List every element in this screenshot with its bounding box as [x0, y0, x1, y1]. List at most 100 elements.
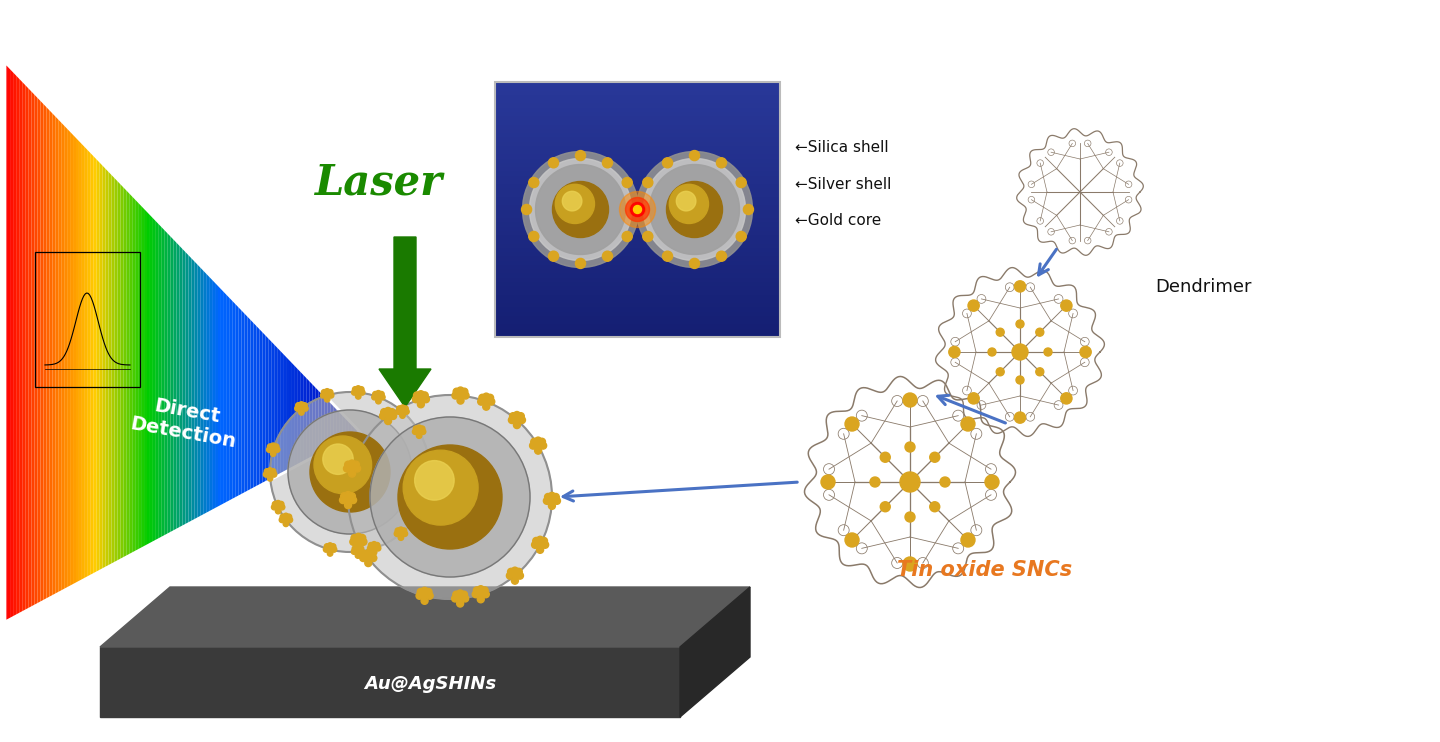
- Circle shape: [462, 392, 469, 399]
- Circle shape: [415, 461, 454, 500]
- Circle shape: [456, 397, 464, 404]
- Circle shape: [399, 535, 403, 540]
- Bar: [35, 252, 140, 387]
- Circle shape: [284, 521, 288, 527]
- Circle shape: [540, 537, 547, 545]
- Polygon shape: [183, 247, 186, 527]
- Polygon shape: [248, 315, 251, 492]
- Circle shape: [530, 442, 537, 449]
- Circle shape: [462, 595, 468, 602]
- Circle shape: [281, 514, 285, 519]
- Polygon shape: [295, 364, 298, 467]
- Circle shape: [344, 465, 350, 472]
- Polygon shape: [141, 204, 144, 549]
- Polygon shape: [357, 429, 360, 433]
- Circle shape: [481, 587, 488, 594]
- Circle shape: [629, 205, 639, 214]
- Circle shape: [511, 567, 518, 574]
- Polygon shape: [49, 108, 52, 598]
- Polygon shape: [276, 346, 281, 476]
- Circle shape: [514, 412, 520, 418]
- Circle shape: [543, 497, 550, 505]
- Circle shape: [400, 405, 405, 410]
- Polygon shape: [58, 117, 62, 594]
- Circle shape: [1012, 344, 1028, 360]
- Polygon shape: [17, 74, 20, 616]
- Polygon shape: [65, 124, 68, 591]
- Circle shape: [821, 475, 835, 489]
- Bar: [495, 99, 780, 103]
- Polygon shape: [203, 269, 206, 516]
- Circle shape: [845, 533, 860, 547]
- Bar: [495, 108, 780, 112]
- Circle shape: [353, 387, 359, 392]
- Circle shape: [422, 392, 428, 399]
- Bar: [495, 231, 780, 235]
- Circle shape: [374, 542, 380, 548]
- Circle shape: [395, 528, 400, 533]
- Circle shape: [402, 531, 408, 536]
- Circle shape: [370, 554, 377, 562]
- Circle shape: [369, 542, 374, 548]
- Polygon shape: [256, 324, 259, 487]
- Bar: [495, 329, 780, 332]
- Polygon shape: [12, 68, 14, 619]
- Circle shape: [642, 232, 652, 241]
- Circle shape: [420, 592, 428, 600]
- Circle shape: [549, 252, 559, 261]
- Polygon shape: [161, 226, 164, 538]
- Circle shape: [534, 442, 541, 449]
- Circle shape: [372, 550, 377, 555]
- Circle shape: [302, 403, 307, 408]
- Circle shape: [452, 591, 459, 598]
- Circle shape: [507, 568, 514, 575]
- Bar: [495, 116, 780, 120]
- Polygon shape: [271, 340, 274, 479]
- Polygon shape: [158, 223, 161, 539]
- Bar: [495, 206, 780, 209]
- Polygon shape: [20, 77, 23, 614]
- Circle shape: [354, 543, 361, 551]
- Circle shape: [528, 177, 539, 188]
- Circle shape: [418, 391, 425, 398]
- Polygon shape: [52, 111, 55, 597]
- Circle shape: [477, 591, 484, 598]
- Circle shape: [400, 409, 405, 414]
- Polygon shape: [4, 62, 9, 622]
- Circle shape: [537, 546, 543, 554]
- Polygon shape: [312, 383, 315, 457]
- Circle shape: [511, 572, 518, 580]
- Circle shape: [415, 504, 420, 509]
- Polygon shape: [102, 164, 105, 570]
- Polygon shape: [147, 210, 150, 546]
- Polygon shape: [174, 237, 177, 532]
- Circle shape: [390, 413, 396, 419]
- Circle shape: [1035, 328, 1044, 336]
- Circle shape: [367, 545, 373, 551]
- Polygon shape: [217, 284, 220, 508]
- Circle shape: [553, 493, 559, 500]
- Polygon shape: [206, 272, 209, 514]
- Circle shape: [321, 393, 325, 398]
- Circle shape: [278, 502, 284, 507]
- Circle shape: [324, 544, 330, 549]
- Polygon shape: [265, 333, 268, 482]
- Circle shape: [418, 395, 425, 403]
- Circle shape: [537, 536, 543, 543]
- Circle shape: [412, 429, 418, 434]
- Circle shape: [295, 406, 300, 411]
- Bar: [495, 95, 780, 99]
- Polygon shape: [245, 312, 248, 493]
- Circle shape: [354, 465, 360, 472]
- Circle shape: [402, 528, 406, 533]
- Circle shape: [348, 395, 552, 599]
- Circle shape: [359, 534, 366, 542]
- Circle shape: [356, 394, 361, 399]
- Circle shape: [324, 393, 330, 398]
- Circle shape: [478, 398, 485, 405]
- Circle shape: [310, 432, 390, 512]
- Circle shape: [327, 547, 333, 552]
- Circle shape: [324, 396, 330, 402]
- Circle shape: [420, 597, 428, 604]
- Circle shape: [549, 492, 556, 499]
